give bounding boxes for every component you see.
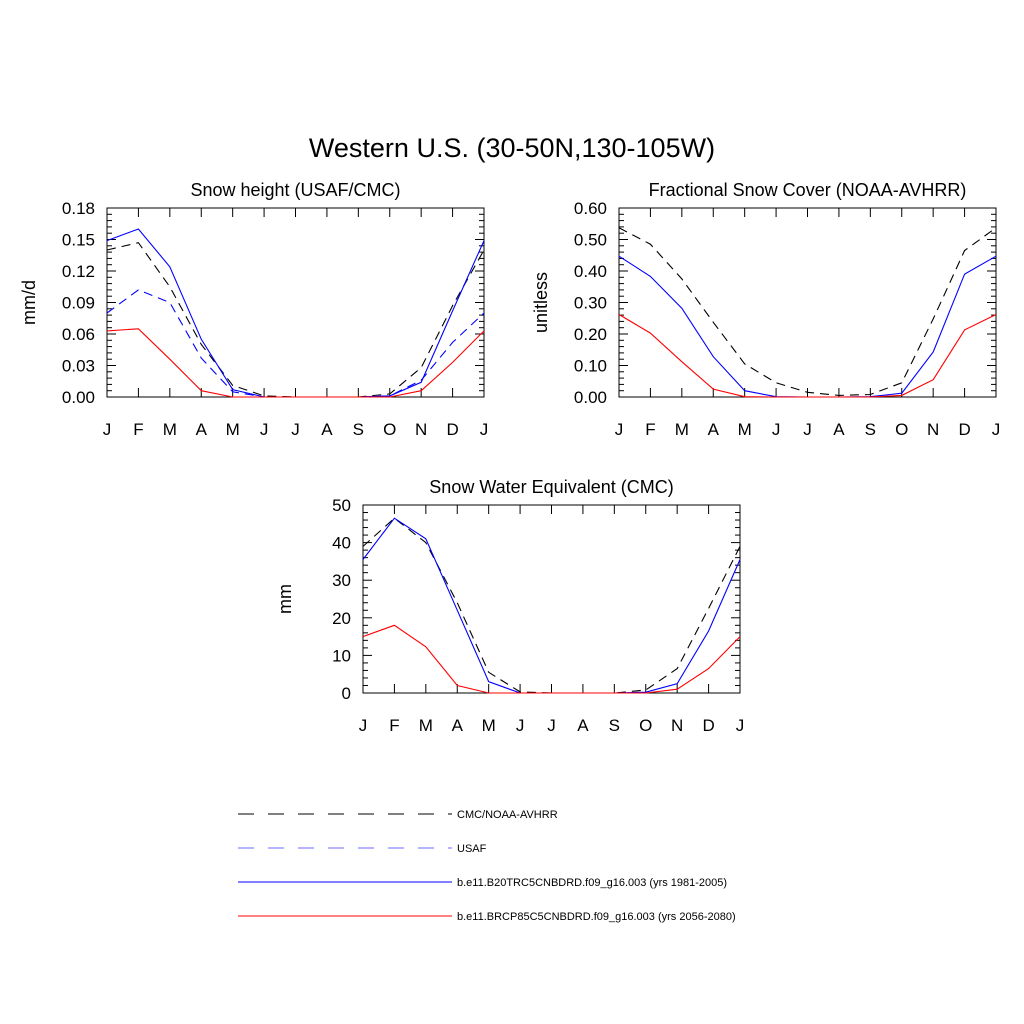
x-tick-label: N [415, 420, 427, 439]
x-tick-label: S [609, 716, 620, 735]
x-tick-label: M [226, 420, 240, 439]
x-tick-label: J [359, 716, 368, 735]
y-tick-label: 0.00 [62, 388, 95, 407]
x-tick-label: A [708, 420, 720, 439]
snow-water-equivalent-panel: Snow Water Equivalent (CMC) mm 0 10 20 30 40 50… [275, 477, 744, 735]
series-line-3 [106, 328, 485, 398]
x-tick-label: A [196, 420, 208, 439]
series-line-1 [106, 289, 485, 398]
x-tick-label: F [389, 716, 399, 735]
y-tick-label: 0.00 [574, 388, 607, 407]
y-tick-label: 30 [332, 571, 351, 590]
x-tick-label: F [133, 420, 143, 439]
x-tick-label: M [163, 420, 177, 439]
x-tick-label: J [260, 420, 269, 439]
x-tick-label: J [772, 420, 781, 439]
y-tick-label: 0.50 [574, 231, 607, 250]
x-tick-label: A [452, 716, 464, 735]
x-tick-label: D [958, 420, 970, 439]
legend-label-2: b.e11.B20TRC5CNBDRD.f09_g16.003 (yrs 198… [457, 877, 727, 889]
y-tick-label: 40 [332, 534, 351, 553]
y-axis-label: mm [275, 584, 295, 614]
snow-height-panel: Snow height (USAF/CMC) mm/d 0.00 0.03 0.06 0.… [19, 180, 488, 439]
y-tick-label: 0.10 [574, 357, 607, 376]
fractional-snow-cover-panel: Fractional Snow Cover (NOAA-AVHRR) unitle… [531, 180, 1000, 439]
series-line-0 [618, 227, 997, 396]
y-tick-label: 0.30 [574, 294, 607, 313]
x-tick-label: D [446, 420, 458, 439]
x-tick-label: J [291, 420, 300, 439]
series-line-0 [106, 242, 485, 398]
series-line-1 [618, 255, 997, 398]
panel-title: Snow Water Equivalent (CMC) [429, 477, 673, 497]
y-tick-label: 50 [332, 496, 351, 515]
x-tick-label: S [353, 420, 364, 439]
series-line-0 [362, 517, 741, 694]
y-tick-label: 0.18 [62, 199, 95, 218]
x-tick-label: A [321, 420, 333, 439]
x-tick-label: J [803, 420, 812, 439]
x-tick-label: A [577, 716, 589, 735]
y-tick-label: 10 [332, 646, 351, 665]
legend-label-0: CMC/NOAA-AVHRR [457, 809, 558, 821]
y-axis-label: unitless [531, 272, 551, 333]
panel-title: Fractional Snow Cover (NOAA-AVHRR) [649, 180, 967, 200]
y-tick-label: 0.40 [574, 262, 607, 281]
y-tick-label: 0.06 [62, 325, 95, 344]
x-tick-label: M [482, 716, 496, 735]
x-tick-label: S [865, 420, 876, 439]
x-tick-label: N [927, 420, 939, 439]
x-tick-label: M [738, 420, 752, 439]
x-tick-label: J [736, 716, 745, 735]
x-tick-label: J [992, 420, 1001, 439]
x-tick-label: A [833, 420, 845, 439]
x-tick-label: D [702, 716, 714, 735]
series-line-1 [362, 517, 741, 694]
x-tick-label: J [103, 420, 112, 439]
y-tick-label: 0.20 [574, 325, 607, 344]
panel-title: Snow height (USAF/CMC) [190, 180, 400, 200]
y-tick-label: 0.09 [62, 294, 95, 313]
x-tick-label: J [547, 716, 556, 735]
x-tick-label: J [615, 420, 624, 439]
y-tick-label: 0 [342, 684, 351, 703]
x-tick-label: O [639, 716, 652, 735]
legend: CMC/NOAA-AVHRR USAF b.e11.B20TRC5CNBDRD.f0… [238, 809, 736, 923]
x-tick-label: O [895, 420, 908, 439]
x-tick-label: J [516, 716, 525, 735]
y-tick-label: 0.03 [62, 357, 95, 376]
y-tick-label: 0.12 [62, 262, 95, 281]
x-tick-label: M [419, 716, 433, 735]
x-tick-label: F [645, 420, 655, 439]
y-tick-label: 20 [332, 609, 351, 628]
series-line-2 [618, 314, 997, 398]
y-tick-label: 0.15 [62, 231, 95, 250]
plot-frame [362, 504, 741, 694]
figure-title: Western U.S. (30-50N,130-105W) [309, 133, 715, 163]
series-line-2 [362, 624, 741, 694]
y-tick-label: 0.60 [574, 199, 607, 218]
x-tick-label: J [480, 420, 489, 439]
y-axis-label: mm/d [19, 280, 39, 325]
legend-label-1: USAF [457, 843, 487, 855]
x-tick-label: N [671, 716, 683, 735]
x-tick-label: M [675, 420, 689, 439]
legend-label-3: b.e11.BRCP85C5CNBDRD.f09_g16.003 (yrs 20… [457, 911, 736, 923]
x-tick-label: O [383, 420, 396, 439]
series-line-2 [106, 228, 485, 398]
